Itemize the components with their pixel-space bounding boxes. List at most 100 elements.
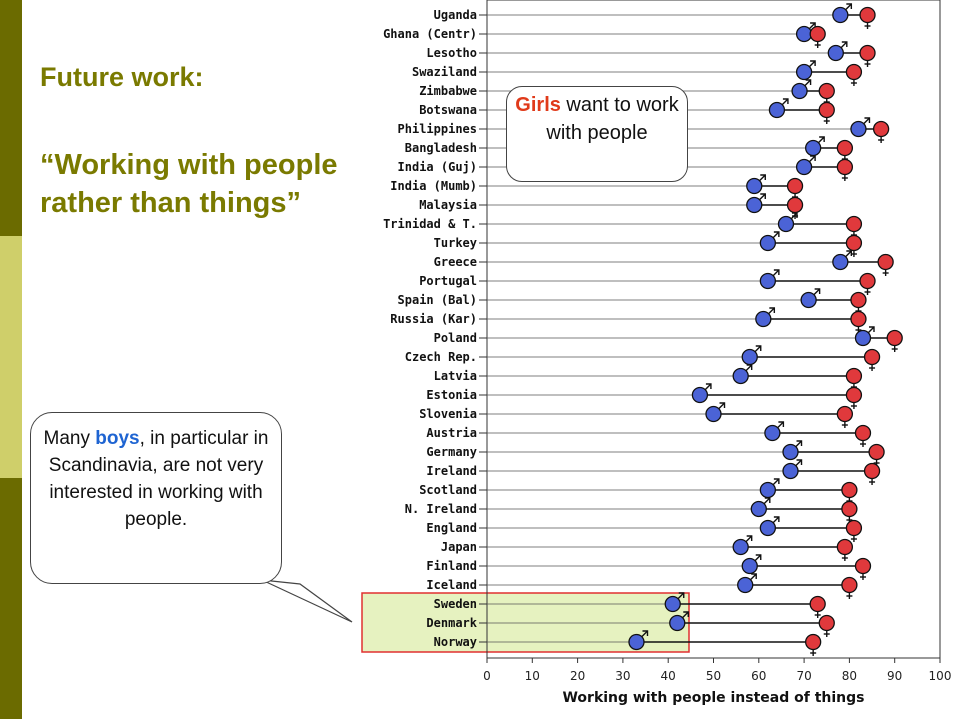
category-label: Estonia <box>426 388 477 402</box>
boys-marker <box>705 405 722 423</box>
boys-marker <box>768 101 786 119</box>
male-symbol-arrow <box>642 630 649 636</box>
accent-bar-top <box>0 0 22 236</box>
male-symbol-stem <box>808 60 816 68</box>
boys-marker <box>741 557 758 575</box>
boys-marker <box>737 576 754 594</box>
category-label: Ghana (Centr) <box>383 27 477 41</box>
category-label: Bangladesh <box>405 141 477 155</box>
male-symbol-stem <box>817 136 825 144</box>
x-tick-label: 50 <box>706 669 721 683</box>
male-symbol-arrow <box>773 516 780 522</box>
male-symbol-stem <box>704 383 712 391</box>
male-symbol-arrow <box>755 345 762 351</box>
category-label: India (Guj) <box>398 160 477 174</box>
girls-marker <box>886 329 903 347</box>
boys-marker <box>732 367 749 385</box>
male-symbol-stem <box>758 193 766 201</box>
male-symbol-stem <box>862 117 870 125</box>
male-symbol-arrow <box>683 611 689 617</box>
boys-marker <box>850 120 867 138</box>
male-symbol-stem <box>640 630 648 638</box>
girls-marker <box>786 177 804 195</box>
category-label: Philippines <box>398 122 477 136</box>
x-tick-label: 100 <box>929 669 952 683</box>
boys-marker <box>691 386 709 404</box>
male-symbol-stem <box>808 155 816 163</box>
boys-marker <box>777 215 795 233</box>
boys-marker <box>832 6 849 24</box>
category-label: Spain (Bal) <box>398 293 477 307</box>
girls-callout: Girls want to work with people <box>506 86 688 182</box>
category-label: Trinidad & T. <box>383 217 477 231</box>
male-symbol-arrow <box>810 155 816 161</box>
category-label: Poland <box>434 331 477 345</box>
boys-marker <box>782 443 799 461</box>
male-symbol-stem <box>813 288 821 296</box>
girls-callout-post: want to work with people <box>546 94 679 144</box>
male-symbol-stem <box>749 573 757 581</box>
boys-marker <box>759 234 777 252</box>
category-label: Iceland <box>426 578 477 592</box>
male-symbol-stem <box>754 554 762 562</box>
girls-marker <box>836 405 854 423</box>
boys-marker <box>759 272 777 290</box>
boys-marker <box>746 177 763 195</box>
male-symbol-arrow <box>751 573 757 579</box>
male-symbol-stem <box>772 478 780 486</box>
male-symbol-arrow <box>814 288 821 294</box>
boys-marker <box>732 538 749 556</box>
category-label: Slovenia <box>419 407 477 421</box>
male-symbol-arrow <box>796 440 803 446</box>
x-tick-label: 80 <box>842 669 857 683</box>
boys-marker <box>741 348 758 366</box>
male-symbol-arrow <box>796 459 803 465</box>
male-symbol-arrow <box>841 41 848 47</box>
x-tick-label: 60 <box>751 669 766 683</box>
boys-marker <box>800 291 817 309</box>
boys-marker <box>750 500 767 518</box>
male-symbol-arrow <box>705 383 712 389</box>
girls-marker <box>877 253 894 271</box>
boys-marker <box>791 82 808 100</box>
male-symbol-arrow <box>760 174 766 180</box>
category-label: England <box>426 521 477 535</box>
male-symbol-arrow <box>868 326 875 332</box>
male-symbol-arrow <box>846 250 853 256</box>
girls-marker <box>818 101 835 119</box>
male-symbol-stem <box>790 212 798 220</box>
boys-callout-highlight: boys <box>95 428 140 449</box>
category-label: India (Mumb) <box>390 179 477 193</box>
girls-marker <box>845 215 863 233</box>
boys-marker <box>755 310 772 328</box>
category-label: Ireland <box>426 464 477 478</box>
girls-marker <box>841 576 858 594</box>
male-symbol-stem <box>772 516 780 524</box>
girls-marker <box>805 633 822 651</box>
x-tick-label: 0 <box>483 669 491 683</box>
male-symbol-arrow <box>778 421 785 427</box>
male-symbol-arrow <box>773 269 780 275</box>
girls-marker <box>859 44 876 62</box>
girls-marker <box>850 291 867 309</box>
male-symbol-stem <box>844 250 852 258</box>
x-tick-label: 20 <box>570 669 585 683</box>
male-symbol-stem <box>844 3 852 11</box>
boys-marker <box>854 329 872 347</box>
girls-marker <box>845 386 863 404</box>
male-symbol-stem <box>745 364 753 372</box>
girls-marker <box>818 614 835 632</box>
category-label: Sweden <box>434 597 477 611</box>
category-label: Botswana <box>419 103 477 117</box>
category-label: Denmark <box>426 616 477 630</box>
girls-marker <box>859 6 876 24</box>
girls-marker <box>786 196 804 214</box>
girls-marker <box>863 462 881 480</box>
male-symbol-stem <box>781 98 789 106</box>
category-label: Russia (Kar) <box>390 312 477 326</box>
boys-marker <box>664 595 681 613</box>
girls-marker <box>836 139 854 157</box>
male-symbol-arrow <box>805 79 812 85</box>
male-symbol-arrow <box>846 3 853 9</box>
